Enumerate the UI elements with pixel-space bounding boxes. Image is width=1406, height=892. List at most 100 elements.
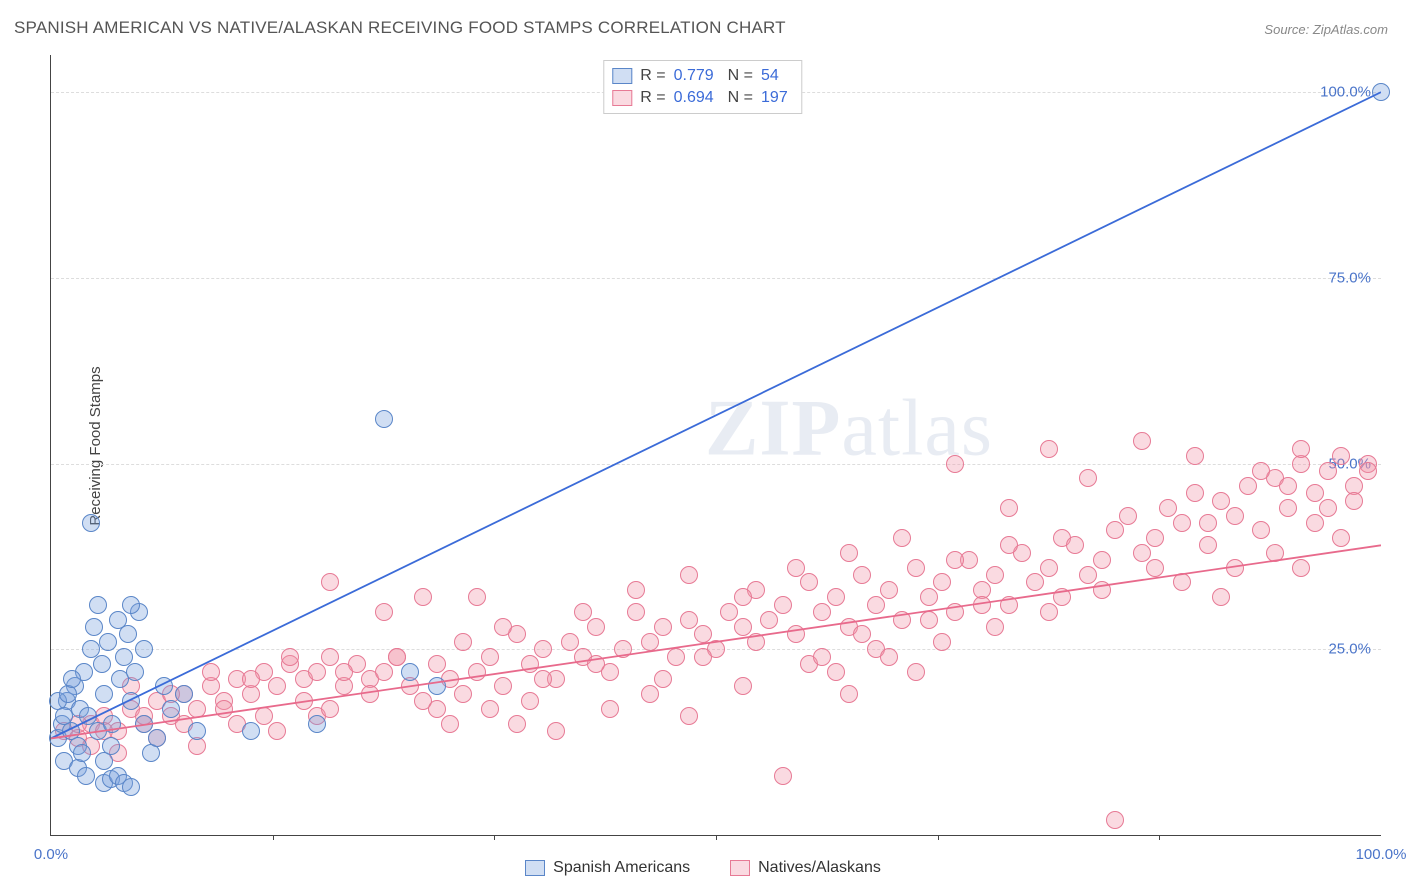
data-point-natives <box>587 655 605 673</box>
data-point-natives <box>1252 462 1270 480</box>
data-point-natives <box>907 663 925 681</box>
data-point-natives <box>1266 544 1284 562</box>
data-point-spanish <box>122 778 140 796</box>
series-legend: Spanish Americans Natives/Alaskans <box>0 859 1406 877</box>
data-point-spanish <box>135 715 153 733</box>
n-label: N = <box>728 65 753 87</box>
data-point-natives <box>454 685 472 703</box>
data-point-natives <box>920 588 938 606</box>
legend-swatch <box>612 68 632 84</box>
data-point-spanish <box>102 737 120 755</box>
data-point-natives <box>747 633 765 651</box>
data-point-spanish <box>188 722 206 740</box>
data-point-natives <box>827 588 845 606</box>
data-point-natives <box>1199 536 1217 554</box>
data-point-natives <box>428 655 446 673</box>
data-point-spanish <box>82 514 100 532</box>
y-tick-label: 25.0% <box>1328 641 1371 658</box>
data-point-natives <box>1186 447 1204 465</box>
data-point-natives <box>893 529 911 547</box>
x-tick-mark <box>494 835 495 840</box>
data-point-spanish <box>428 677 446 695</box>
data-point-natives <box>694 625 712 643</box>
data-point-natives <box>321 648 339 666</box>
data-point-spanish <box>242 722 260 740</box>
data-point-natives <box>1106 811 1124 829</box>
data-point-natives <box>1212 492 1230 510</box>
data-point-natives <box>321 700 339 718</box>
data-point-natives <box>1279 477 1297 495</box>
data-point-natives <box>1026 573 1044 591</box>
data-point-natives <box>760 611 778 629</box>
data-point-natives <box>1159 499 1177 517</box>
data-point-spanish <box>73 744 91 762</box>
data-point-spanish <box>175 685 193 703</box>
data-point-natives <box>1279 499 1297 517</box>
data-point-natives <box>468 663 486 681</box>
source-label: Source: <box>1264 22 1309 37</box>
data-point-spanish <box>122 596 140 614</box>
legend-label: Spanish Americans <box>553 859 690 877</box>
data-point-natives <box>667 648 685 666</box>
data-point-spanish <box>119 625 137 643</box>
data-point-spanish <box>148 729 166 747</box>
data-point-natives <box>1000 596 1018 614</box>
data-point-spanish <box>155 677 173 695</box>
data-point-natives <box>946 551 964 569</box>
data-point-natives <box>308 663 326 681</box>
data-point-natives <box>268 677 286 695</box>
data-point-natives <box>1040 440 1058 458</box>
data-point-spanish <box>135 640 153 658</box>
regression-lines-layer <box>51 55 1381 835</box>
data-point-natives <box>468 588 486 606</box>
data-point-natives <box>587 618 605 636</box>
data-point-natives <box>375 663 393 681</box>
data-point-natives <box>481 700 499 718</box>
watermark-rest: atlas <box>841 385 993 473</box>
watermark-bold: ZIP <box>705 385 841 473</box>
data-point-natives <box>1133 432 1151 450</box>
data-point-natives <box>481 648 499 666</box>
data-point-natives <box>880 581 898 599</box>
data-point-natives <box>321 573 339 591</box>
data-point-natives <box>1292 559 1310 577</box>
data-point-natives <box>202 663 220 681</box>
data-point-natives <box>1359 462 1377 480</box>
r-label: R = <box>640 87 665 109</box>
data-point-natives <box>853 625 871 643</box>
data-point-natives <box>1306 514 1324 532</box>
data-point-natives <box>1292 440 1310 458</box>
data-point-natives <box>1106 521 1124 539</box>
legend-swatch <box>525 860 545 876</box>
data-point-spanish <box>162 700 180 718</box>
legend-stat-row-natives: R =0.694N =197 <box>612 87 793 109</box>
y-tick-label: 75.0% <box>1328 269 1371 286</box>
legend-item-natives: Natives/Alaskans <box>730 859 881 877</box>
data-point-natives <box>986 618 1004 636</box>
legend-label: Natives/Alaskans <box>758 859 881 877</box>
data-point-natives <box>787 559 805 577</box>
legend-item-spanish: Spanish Americans <box>525 859 690 877</box>
data-point-natives <box>1093 551 1111 569</box>
data-point-natives <box>1040 603 1058 621</box>
data-point-natives <box>853 566 871 584</box>
data-point-natives <box>561 633 579 651</box>
data-point-natives <box>946 603 964 621</box>
data-point-natives <box>574 603 592 621</box>
data-point-natives <box>1146 559 1164 577</box>
data-point-natives <box>920 611 938 629</box>
data-point-natives <box>973 596 991 614</box>
data-point-natives <box>1079 469 1097 487</box>
data-point-natives <box>1319 462 1337 480</box>
data-point-natives <box>627 603 645 621</box>
data-point-natives <box>1119 507 1137 525</box>
data-point-natives <box>441 715 459 733</box>
data-point-natives <box>1173 514 1191 532</box>
data-point-spanish <box>1372 83 1390 101</box>
data-point-natives <box>734 677 752 695</box>
data-point-natives <box>361 685 379 703</box>
data-point-spanish <box>122 692 140 710</box>
data-point-natives <box>521 692 539 710</box>
data-point-natives <box>454 633 472 651</box>
data-point-natives <box>1199 514 1217 532</box>
